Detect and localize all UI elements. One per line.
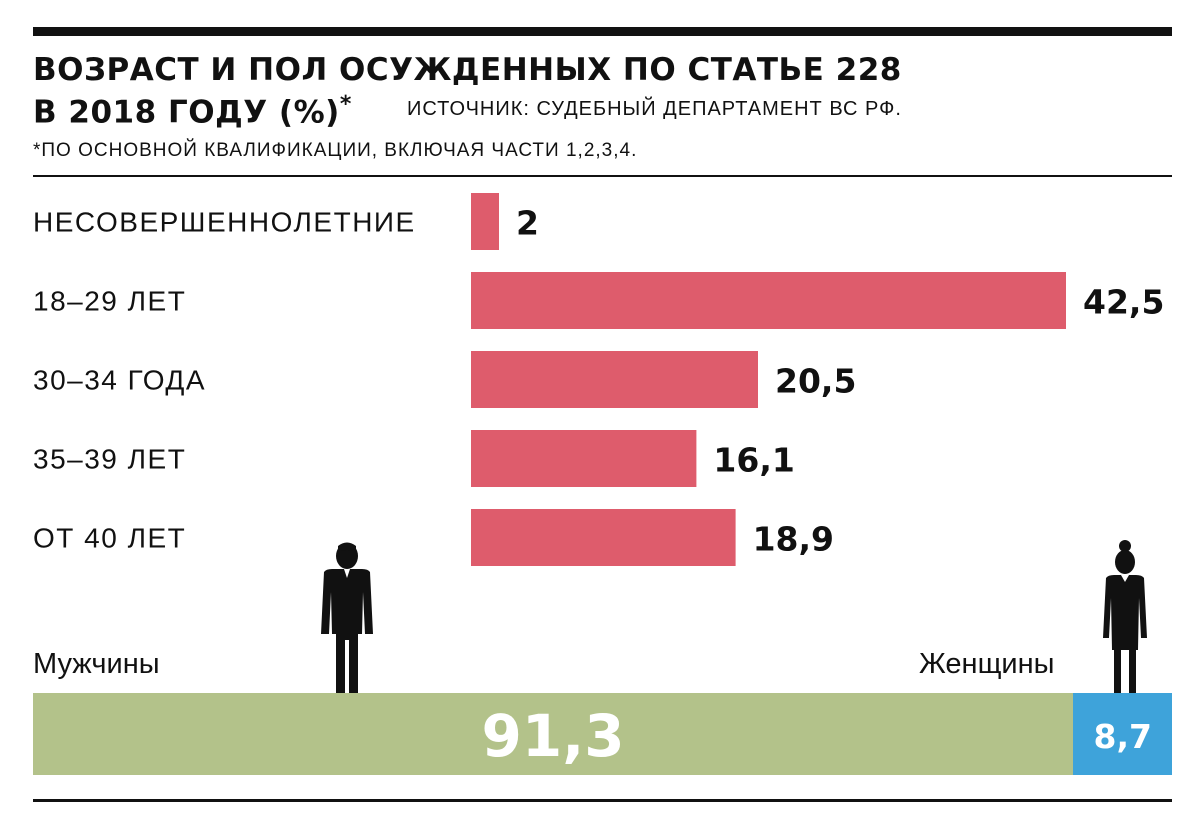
men-share-value: 91,3 [481, 702, 625, 770]
value-label: 2 [516, 204, 539, 243]
bar [471, 351, 758, 408]
value-label: 18,9 [753, 520, 834, 559]
bottom-rule [33, 799, 1172, 802]
bar [471, 509, 736, 566]
women-label: Женщины [919, 648, 1055, 680]
footnote: *ПО ОСНОВНОЙ КВАЛИФИКАЦИИ, ВКЛЮЧАЯ ЧАСТИ… [33, 140, 638, 161]
category-label: ОТ 40 ЛЕТ [33, 523, 186, 554]
chart-title-line2: В 2018 ГОДУ (%)* [33, 87, 352, 130]
women-share-value: 8,7 [1093, 717, 1152, 756]
source-note: ИСТОЧНИК: СУДЕБНЫЙ ДЕПАРТАМЕНТ ВС РФ. [407, 98, 902, 120]
chart-title-line1: ВОЗРАСТ И ПОЛ ОСУЖДЕННЫХ ПО СТАТЬЕ 228 [33, 52, 902, 88]
value-label: 20,5 [775, 362, 856, 401]
men-label: Мужчины [33, 648, 160, 680]
category-label: 18–29 ЛЕТ [33, 286, 186, 317]
top-rule [33, 27, 1172, 36]
header-divider [33, 175, 1172, 177]
value-label: 42,5 [1083, 283, 1164, 322]
woman-icon [1103, 540, 1147, 694]
title-footnote-mark: * [339, 92, 352, 117]
category-label: НЕСОВЕРШЕННОЛЕТНИЕ [33, 207, 416, 238]
age-bar-chart: НЕСОВЕРШЕННОЛЕТНИЕ 2 18–29 ЛЕТ 42,5 30–34 ГО… [33, 193, 1164, 566]
bar [471, 272, 1066, 329]
bar [471, 430, 697, 487]
men-share-bar [33, 693, 1073, 775]
value-label: 16,1 [713, 441, 794, 480]
man-icon [321, 542, 373, 694]
women-share-bar [1073, 693, 1172, 775]
category-label: 30–34 ГОДА [33, 365, 206, 396]
category-label: 35–39 ЛЕТ [33, 444, 186, 475]
title-text: В 2018 ГОДУ (%) [33, 94, 340, 131]
bar [471, 193, 499, 250]
